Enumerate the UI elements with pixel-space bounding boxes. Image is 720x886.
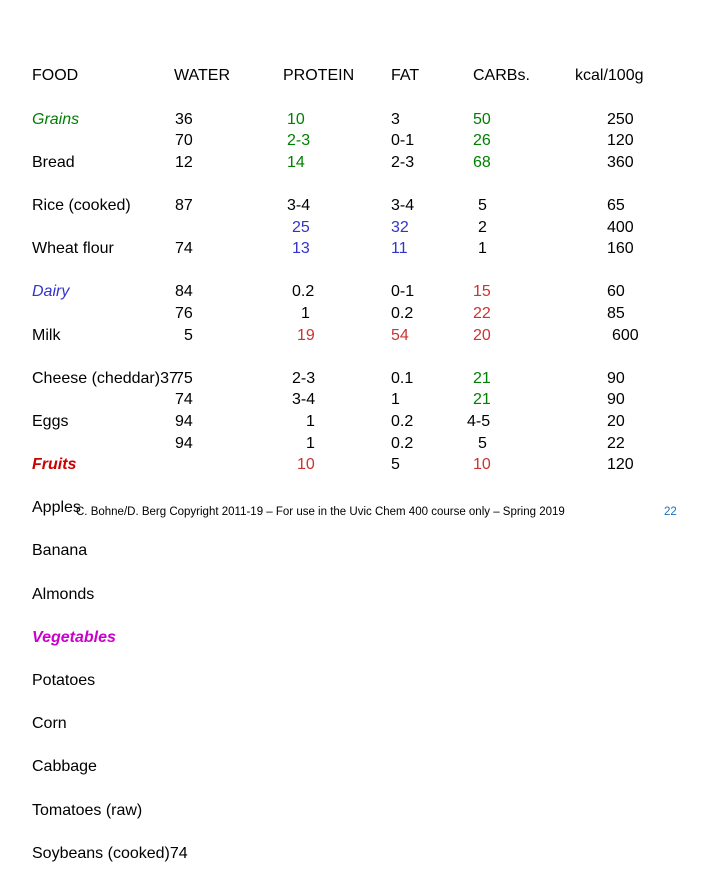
- header-food: FOOD: [32, 67, 79, 84]
- kcal-potatoes: 90: [607, 369, 625, 387]
- header-kcal: kcal/100g: [575, 67, 644, 84]
- water-potatoes: 75: [175, 369, 193, 387]
- food-milk: Milk: [32, 326, 61, 344]
- fat-milk: 3-4: [391, 197, 415, 214]
- kcal-apples: 60: [607, 283, 625, 301]
- water-milk: 87: [175, 197, 193, 214]
- header-protein: PROTEIN: [283, 67, 355, 84]
- page-number: 22: [664, 506, 677, 518]
- water-banana: 76: [175, 305, 193, 322]
- fat-wheat-flour: 2-3: [391, 153, 415, 171]
- fat-apples: 0-1: [391, 283, 415, 301]
- protein-corn: 3-4: [292, 391, 316, 409]
- food-wheat-flour: Wheat flour: [32, 240, 114, 258]
- food-eggs: Eggs: [32, 412, 69, 430]
- water-rice: 70: [175, 132, 193, 150]
- carbs-milk: 5: [478, 197, 487, 214]
- carbs-corn: 21: [473, 391, 491, 409]
- protein-wheat-flour: 14: [287, 153, 305, 171]
- fat-potatoes: 0.1: [391, 369, 414, 387]
- food-cheese: Cheese (cheddar)37: [32, 369, 178, 387]
- food-banana: Banana: [32, 542, 88, 560]
- protein-tomatoes: 1: [306, 434, 315, 452]
- food-tomatoes: Tomatoes (raw): [32, 801, 143, 819]
- protein-bread: 10: [287, 110, 305, 128]
- fat-rice: 0-1: [391, 132, 415, 150]
- category-vegetables: Vegetables: [32, 628, 116, 646]
- kcal-banana: 85: [607, 305, 625, 322]
- food-potatoes: Potatoes: [32, 672, 96, 690]
- fat-tomatoes: 0.2: [391, 434, 414, 452]
- water-bread: 36: [175, 110, 193, 128]
- carbs-eggs: 1: [478, 240, 487, 258]
- water-tomatoes: 94: [175, 434, 193, 452]
- kcal-tomatoes: 22: [607, 434, 625, 452]
- kcal-bread: 250: [607, 110, 634, 128]
- protein-banana: 1: [301, 305, 310, 322]
- food-bread: Bread: [32, 153, 75, 171]
- carbs-wheat-flour: 68: [473, 153, 491, 171]
- protein-potatoes: 2-3: [292, 369, 316, 387]
- fat-corn: 1: [391, 391, 400, 409]
- header-fat: FAT: [391, 67, 420, 84]
- kcal-eggs: 160: [607, 240, 634, 258]
- kcal-rice: 120: [607, 132, 634, 150]
- carbs-rice: 26: [473, 132, 491, 150]
- protein-almonds: 19: [297, 326, 315, 344]
- protein-cabbage: 1: [306, 413, 315, 430]
- carbs-bread: 50: [473, 110, 491, 128]
- water-apples: 84: [175, 283, 193, 301]
- water-almonds: 5: [184, 326, 193, 344]
- food-apples: Apples: [32, 499, 81, 517]
- kcal-milk: 65: [607, 197, 625, 214]
- protein-apples: 0.2: [292, 283, 315, 301]
- carbs-cheese: 2: [478, 218, 487, 236]
- food-soybeans: Soybeans (cooked)74: [32, 844, 188, 862]
- protein-cheese: 25: [292, 218, 310, 236]
- kcal-cheese: 400: [607, 218, 634, 236]
- fat-cabbage: 0.2: [391, 413, 414, 430]
- header-carbs: CARBs.: [473, 67, 530, 84]
- carbs-almonds: 20: [473, 326, 491, 344]
- category-grains: Grains: [32, 110, 80, 128]
- food-cabbage: Cabbage: [32, 758, 97, 776]
- category-fruits: Fruits: [32, 456, 77, 474]
- copyright-footer: C. Bohne/D. Berg Copyright 2011-19 – For…: [76, 506, 565, 518]
- fat-cheese: 32: [391, 218, 409, 236]
- carbs-soybeans: 10: [473, 456, 491, 474]
- water-cabbage: 94: [175, 413, 193, 430]
- protein-milk: 3-4: [287, 197, 311, 214]
- fat-bread: 3: [391, 110, 400, 128]
- carbs-cabbage: 4-5: [467, 413, 491, 430]
- kcal-wheat-flour: 360: [607, 153, 634, 171]
- water-wheat-flour: 12: [175, 153, 193, 171]
- kcal-corn: 90: [607, 391, 625, 409]
- carbs-tomatoes: 5: [478, 434, 487, 452]
- kcal-almonds: 600: [612, 326, 639, 344]
- fat-eggs: 11: [391, 240, 408, 258]
- fat-banana: 0.2: [391, 305, 414, 322]
- water-eggs: 74: [175, 240, 193, 258]
- kcal-cabbage: 20: [607, 413, 625, 430]
- water-corn: 74: [175, 391, 193, 409]
- protein-soybeans: 10: [297, 456, 315, 474]
- category-dairy: Dairy: [32, 283, 70, 301]
- kcal-soybeans: 120: [607, 456, 634, 474]
- fat-almonds: 54: [391, 326, 409, 344]
- carbs-potatoes: 21: [473, 369, 491, 387]
- food-almonds: Almonds: [32, 585, 95, 603]
- food-column: Grains Bread Rice (cooked) Wheat flour D…: [32, 87, 188, 886]
- header-water: WATER: [174, 67, 230, 84]
- carbs-apples: 15: [473, 283, 491, 301]
- protein-rice: 2-3: [287, 132, 311, 150]
- carbs-banana: 22: [473, 305, 491, 322]
- food-corn: Corn: [32, 715, 67, 733]
- food-rice: Rice (cooked): [32, 196, 131, 214]
- protein-eggs: 13: [292, 240, 310, 258]
- fat-soybeans: 5: [391, 456, 400, 474]
